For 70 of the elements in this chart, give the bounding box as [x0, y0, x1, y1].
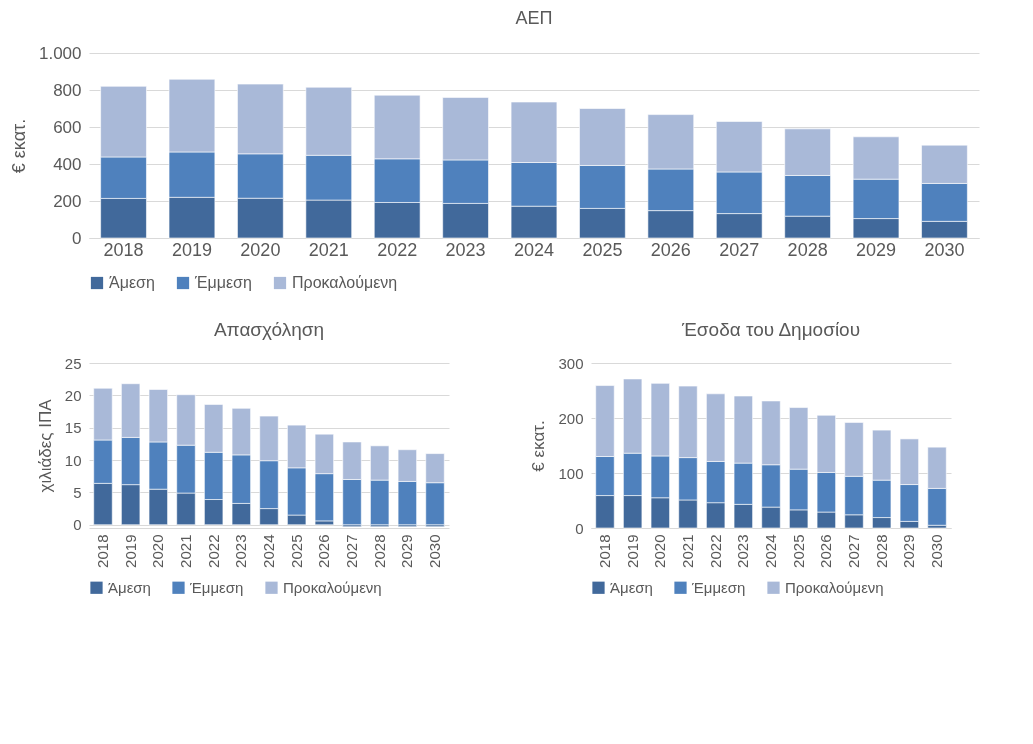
y-tick-label: 600: [53, 117, 82, 137]
x-tick-label: 2021: [308, 239, 349, 260]
x-tick-label: 2028: [370, 534, 388, 568]
x-tick-label: 2023: [232, 534, 250, 568]
x-tick-label: 2020: [651, 534, 669, 568]
y-tick-label: 0: [72, 228, 82, 248]
x-tick-label: 2029: [398, 534, 416, 568]
x-tick-label: 2025: [582, 239, 623, 260]
x-tick-label: 2030: [928, 534, 946, 568]
x-tick-label: 2019: [623, 534, 641, 568]
y-tick-label: 800: [53, 80, 82, 100]
y-tick-label: 25: [64, 354, 82, 372]
x-tick-label: 2018: [93, 534, 111, 568]
x-tick-label: 2021: [176, 534, 194, 568]
y-tick-label: 200: [558, 409, 584, 427]
x-tick-label: 2019: [171, 239, 212, 260]
x-tick-label: 2020: [149, 534, 167, 568]
y-tick-label: 0: [73, 516, 82, 534]
legend-label: Έμμεση: [189, 578, 244, 596]
x-tick-label: 2026: [650, 239, 691, 260]
x-tick-label: 2022: [204, 534, 222, 568]
chart-title: Έσοδα του Δημοσίου: [680, 319, 861, 340]
y-tick-label: 5: [73, 483, 82, 501]
y-axis-title: χιλιάδες ΙΠΑ: [35, 398, 55, 493]
x-tick-label: 2024: [513, 239, 555, 260]
x-tick-label: 2028: [872, 534, 890, 568]
y-tick-label: 0: [575, 519, 584, 537]
chart-title: Απασχόληση: [213, 319, 325, 340]
x-tick-label: 2025: [789, 534, 807, 568]
x-tick-label: 2023: [445, 239, 486, 260]
y-tick-label: 100: [558, 464, 584, 482]
x-tick-label: 2027: [343, 534, 361, 568]
x-tick-label: 2018: [103, 239, 144, 260]
legend-label: Προκαλούμενη: [283, 578, 382, 596]
y-axis-title: € εκατ.: [529, 420, 549, 472]
x-tick-label: 2024: [762, 534, 779, 568]
legend-label: Έμμεση: [194, 274, 252, 291]
y-tick-label: 20: [64, 386, 82, 404]
x-tick-label: 2018: [595, 534, 613, 568]
x-tick-label: 2024: [260, 534, 277, 568]
y-tick-label: 400: [53, 154, 82, 174]
x-tick-label: 2029: [900, 534, 918, 568]
legend-label: Άμεση: [109, 274, 155, 291]
x-tick-label: 2028: [787, 239, 828, 260]
x-tick-label: 2026: [315, 534, 333, 568]
x-tick-label: 2025: [287, 534, 305, 568]
x-tick-label: 2022: [706, 534, 724, 568]
y-tick-label: 1.000: [38, 43, 82, 63]
x-tick-label: 2027: [719, 239, 760, 260]
y-tick-label: 15: [64, 419, 82, 437]
x-tick-label: 2019: [121, 534, 139, 568]
x-tick-label: 2029: [856, 239, 897, 260]
x-tick-label: 2020: [240, 239, 281, 260]
x-tick-label: 2021: [678, 534, 696, 568]
legend-label: Προκαλούμενη: [292, 274, 398, 291]
x-tick-label: 2022: [377, 239, 418, 260]
x-tick-label: 2026: [817, 534, 835, 568]
y-tick-label: 10: [64, 451, 82, 469]
x-tick-label: 2030: [426, 534, 444, 568]
y-tick-label: 300: [558, 354, 584, 372]
y-axis-title: € εκατ.: [8, 118, 29, 174]
legend-label: Άμεση: [108, 578, 151, 596]
legend-label: Έμμεση: [691, 578, 746, 596]
legend-label: Προκαλούμενη: [785, 578, 884, 596]
y-tick-label: 200: [53, 191, 82, 211]
legend-label: Άμεση: [610, 578, 653, 596]
x-tick-label: 2030: [924, 239, 965, 260]
chart-title: ΑΕΠ: [515, 8, 553, 28]
x-tick-label: 2027: [845, 534, 863, 568]
x-tick-label: 2023: [734, 534, 752, 568]
